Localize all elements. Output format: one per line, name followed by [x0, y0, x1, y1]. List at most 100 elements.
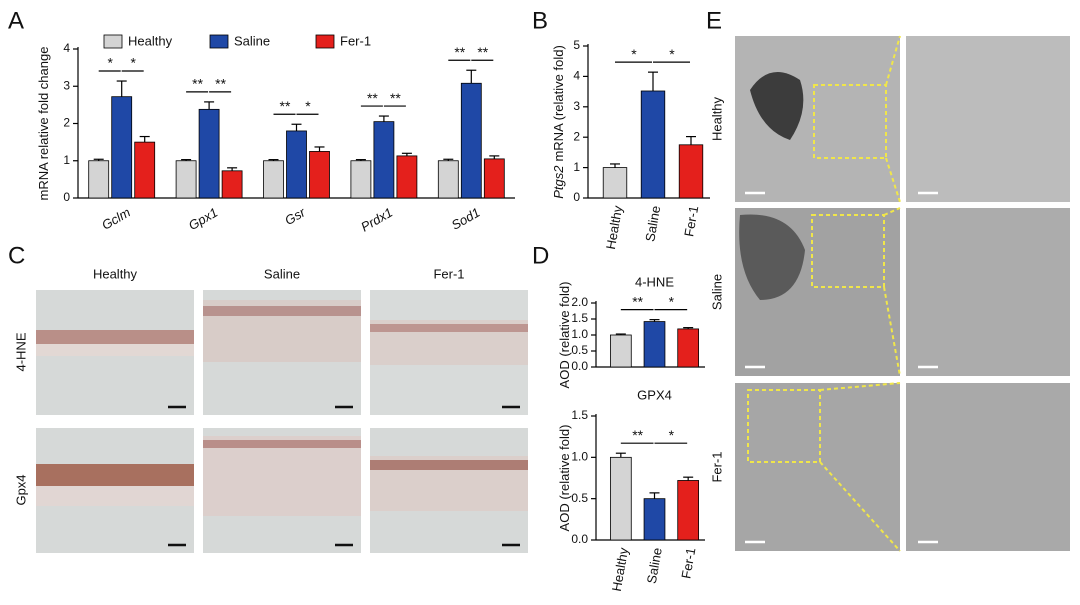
column-label: Healthy — [93, 266, 138, 281]
y-tick-label: 1 — [63, 153, 70, 167]
chart-title: 4-HNE — [635, 274, 674, 289]
y-tick-label: 1 — [573, 160, 580, 174]
bar — [198, 108, 220, 199]
error-bar — [355, 159, 366, 161]
significance-label: ** — [390, 90, 401, 106]
error-bar — [489, 155, 500, 159]
significance-label: ** — [477, 44, 488, 60]
error-bar — [181, 159, 192, 161]
bar — [221, 170, 243, 199]
error-bar — [204, 101, 215, 110]
y-axis-label-text: AOD (relative fold) — [557, 425, 572, 532]
column-label: Fer-1 — [433, 266, 464, 281]
y-axis-label-text: mRNA relative fold change — [36, 47, 51, 201]
x-tick-label: Gpx1 — [186, 205, 220, 234]
error-bar — [291, 123, 302, 131]
significance-label: ** — [367, 90, 378, 106]
y-axis-label: AOD (relative fold) — [557, 425, 572, 532]
column-label: Saline — [264, 266, 300, 281]
bar — [460, 82, 482, 199]
significance-label: * — [305, 98, 311, 114]
y-tick-label: 0.0 — [571, 359, 588, 373]
error-bar — [683, 327, 694, 329]
y-tick-label: 2.0 — [571, 295, 588, 309]
y-tick-label: 0 — [573, 190, 580, 204]
error-bar — [93, 158, 104, 161]
em-images — [735, 35, 1070, 552]
significance-label: ** — [192, 76, 203, 92]
y-tick-label: 4 — [63, 41, 70, 55]
bar — [609, 456, 632, 541]
significance-label: ** — [632, 427, 643, 443]
error-bar — [466, 69, 477, 84]
x-tick-label: Gclm — [99, 205, 133, 233]
panel-label: D — [532, 242, 549, 269]
y-tick-label: 3 — [63, 78, 70, 92]
bar — [643, 321, 666, 368]
y-tick-label: 2 — [573, 129, 580, 143]
error-bar — [615, 452, 626, 458]
bar — [677, 480, 700, 541]
y-axis-label-gene: Ptgs2 — [551, 165, 566, 199]
bar — [286, 130, 307, 199]
bar — [640, 90, 666, 199]
bar — [677, 328, 700, 368]
error-bar — [443, 158, 454, 161]
bar — [483, 158, 505, 199]
significance-label: * — [669, 293, 675, 309]
y-tick-label: 2 — [63, 116, 70, 130]
significance-label: ** — [215, 76, 226, 92]
error-bar — [227, 167, 238, 171]
y-tick-label: 1.5 — [571, 408, 588, 422]
error-bar — [401, 152, 412, 156]
x-tick-label: Gsr — [282, 204, 308, 228]
bar — [373, 121, 395, 199]
significance-label: ** — [454, 44, 465, 60]
y-tick-label: 0.5 — [571, 343, 588, 357]
x-tick-label: Sod1 — [449, 205, 483, 233]
y-tick-label: 1.0 — [571, 327, 588, 341]
y-tick-label: 0.5 — [571, 491, 588, 505]
error-bar — [683, 476, 694, 481]
legend-label: Fer-1 — [340, 33, 371, 48]
bar — [350, 160, 372, 199]
legend-swatch — [315, 34, 335, 49]
y-tick-label: 4 — [573, 69, 580, 83]
significance-label: * — [669, 46, 675, 62]
bar — [396, 155, 418, 199]
y-tick-label: 0 — [63, 190, 70, 204]
bar — [437, 160, 459, 199]
row-label: Healthy — [709, 96, 724, 141]
x-tick-label: Healthy — [603, 204, 626, 251]
row-label: Gpx4 — [13, 474, 28, 505]
error-bar — [686, 135, 696, 145]
bar — [309, 151, 330, 199]
row-label: Saline — [709, 274, 724, 310]
chart-title: GPX4 — [637, 387, 672, 402]
legend-label: Healthy — [128, 33, 173, 48]
x-tick-label: Saline — [642, 205, 663, 243]
y-tick-label: 0.0 — [571, 532, 588, 546]
error-bar — [139, 135, 150, 143]
x-tick-label: Prdx1 — [358, 205, 395, 235]
y-axis-label-text: mRNA (relative fold) — [551, 45, 566, 161]
bar — [111, 96, 133, 199]
x-tick-label: Healthy — [609, 546, 632, 593]
significance-label: ** — [632, 293, 643, 309]
bar — [263, 160, 284, 199]
error-bar — [610, 163, 620, 168]
legend-swatch — [103, 34, 123, 49]
legend-label: Saline — [234, 33, 270, 48]
error-bar — [378, 115, 389, 122]
significance-label: ** — [280, 98, 291, 114]
y-tick-label: 3 — [573, 99, 580, 113]
bar — [643, 498, 666, 541]
significance-label: * — [107, 55, 113, 71]
panel-label: A — [8, 7, 24, 34]
significance-label: * — [130, 55, 136, 71]
error-bar — [615, 333, 626, 335]
legend-swatch — [209, 34, 229, 49]
error-bar — [648, 71, 658, 91]
bar — [175, 160, 197, 199]
